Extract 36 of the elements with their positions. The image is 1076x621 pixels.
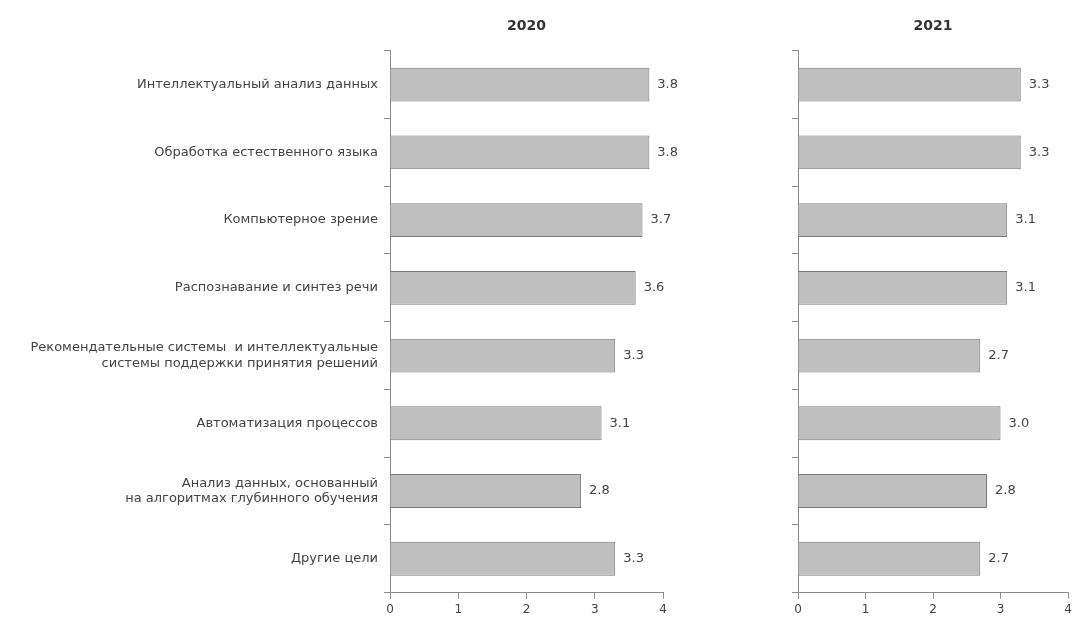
x-tick-label: 1 [861,601,870,616]
data-label: 3.1 [1015,211,1036,227]
y-tick-label: Рекомендательные системы и интеллектуальные системы поддержки принятия решений [30,339,378,370]
x-tick-label: 3 [996,601,1005,616]
x-tick-label: 4 [1064,601,1072,616]
data-label: 3.3 [623,346,644,362]
y-tick-label: Автоматизация процессов [196,414,378,430]
data-label: 3.1 [1015,279,1036,295]
x-tick-label: 0 [386,601,394,616]
data-label: 3.8 [657,76,679,92]
y-tick-label: Компьютерное зрение [223,211,378,227]
data-label: 3.1 [609,414,631,430]
data-label: 3.3 [623,550,644,566]
data-label: 3.3 [1028,143,1050,159]
data-label: 3.6 [643,279,665,295]
data-label: 3.3 [1028,76,1050,92]
x-tick-label: 4 [659,601,667,616]
y-tick-label: Другие цели [290,550,378,566]
x-tick-label: 3 [590,601,599,616]
x-tick-label: 2 [522,601,531,616]
data-label: 2.8 [589,482,610,498]
x-tick-label: 0 [794,601,802,616]
x-tick-label: 2 [929,601,937,616]
y-tick-label: Распознавание и синтез речи [174,279,378,295]
x-tick-label: 1 [454,601,463,616]
data-label: 3.0 [1008,414,1030,430]
data-label: 2.8 [995,482,1016,498]
chart-title: 2021 [913,17,953,34]
data-label: 2.7 [988,550,1009,566]
y-tick-label: Интеллектуальный анализ данных [137,76,379,92]
chart-title: 2020 [507,17,547,34]
y-tick-label: Обработка естественного языка [154,143,378,159]
data-label: 3.7 [650,211,672,227]
data-label: 3.8 [657,143,679,159]
y-tick-label: Анализ данных, основанный на алгоритмах глубинного обучения [125,474,378,506]
data-label: 2.7 [988,346,1009,362]
